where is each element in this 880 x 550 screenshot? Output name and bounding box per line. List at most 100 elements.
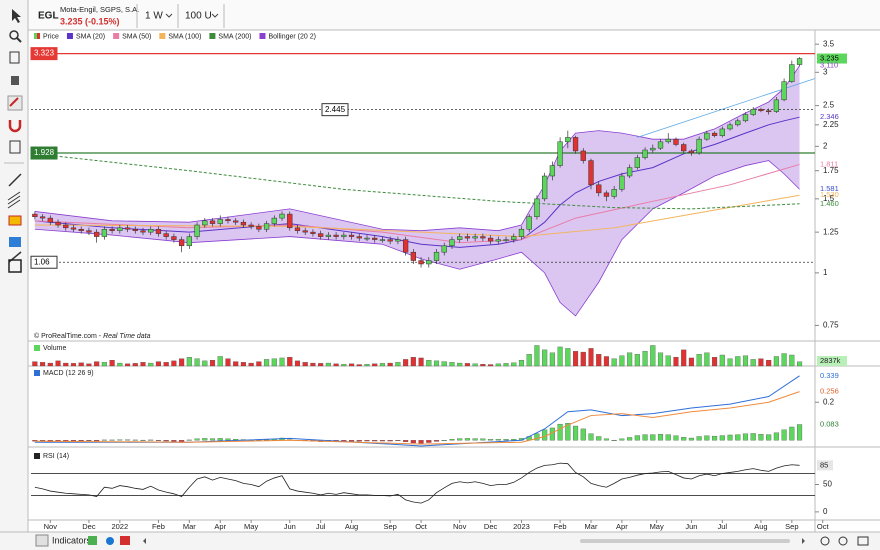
scroll-left[interactable] [143, 538, 146, 544]
macd-histogram-bar [194, 438, 200, 441]
fit-button[interactable] [857, 536, 869, 546]
zoom-handle[interactable] [16, 37, 22, 43]
y-tick-label: 2.25 [823, 120, 839, 129]
notes-tool[interactable] [9, 140, 21, 154]
volume-bar [47, 362, 53, 367]
end-value-label: 85 [820, 460, 828, 469]
candle-body [372, 237, 378, 240]
delete-tool[interactable] [11, 76, 19, 85]
candle-body [673, 138, 679, 145]
level-label-box [321, 103, 349, 117]
zoom-out[interactable] [820, 536, 830, 546]
units-dropdown[interactable]: 100 U [185, 11, 219, 22]
volume-bar [565, 348, 571, 367]
zoom-icon[interactable] [9, 30, 19, 40]
bollinger-band [34, 65, 800, 316]
y-tick-label: 2 [823, 141, 828, 150]
magnet-icon[interactable] [8, 120, 22, 133]
trendline-tool[interactable] [8, 173, 22, 187]
x-tick-label: Sep [383, 522, 396, 531]
legend-entry: Bollinger (20 2) [268, 33, 315, 40]
end-value-label: 3.235 [820, 54, 839, 63]
copy-tool[interactable] [9, 51, 20, 64]
candle-body [766, 110, 772, 113]
indicators-icon[interactable] [35, 534, 49, 547]
volume-bar [271, 358, 277, 367]
volume-bar [349, 363, 355, 367]
candle-body [155, 228, 162, 234]
tool-icon[interactable] [120, 536, 130, 545]
candle-body [596, 184, 602, 194]
x-tick-label: Nov [44, 522, 58, 531]
y-tick-label: 2.5 [823, 101, 835, 110]
level-label-box [30, 47, 58, 61]
pane-title-swatch [34, 370, 40, 376]
share-icon[interactable] [106, 537, 114, 545]
shape-tool[interactable] [9, 237, 21, 247]
volume-bar [681, 349, 687, 367]
macd-histogram-bar [634, 435, 640, 441]
legend-swatch [66, 33, 73, 39]
level-label: 1.06 [34, 257, 50, 266]
macd-histogram-bar [387, 440, 393, 442]
candle-body [318, 233, 324, 237]
macd-histogram-bar [642, 434, 648, 441]
volume-bar [766, 359, 772, 367]
level-label: 1.928 [34, 148, 55, 157]
period-dropdown[interactable]: 1 W [145, 11, 173, 22]
macd-histogram-bar [797, 424, 803, 441]
units[interactable]: 100 U [185, 11, 212, 22]
indicators-button[interactable]: Indicators [52, 535, 92, 545]
macd-histogram-bar [179, 440, 185, 442]
macd-histogram-bar [696, 436, 702, 441]
volume-bar [657, 352, 664, 367]
period[interactable]: 1 W [145, 11, 163, 22]
macd-histogram-bar [441, 440, 447, 441]
macd-histogram-bar [356, 440, 362, 442]
volume-bar [287, 357, 293, 367]
volume-bar [109, 359, 115, 367]
macd-histogram-bar [418, 440, 424, 444]
volume-bar [549, 352, 555, 367]
macd-histogram-bar [372, 440, 378, 442]
channel-tool[interactable] [7, 191, 21, 209]
candle-body [735, 120, 741, 126]
volume-bar [302, 362, 308, 367]
cursor-tool[interactable] [12, 9, 21, 23]
text-tool[interactable] [8, 259, 22, 273]
legend-swatch [37, 33, 40, 39]
volume-bar [789, 354, 795, 367]
macd-histogram-bar [403, 440, 409, 442]
tool-icon[interactable] [88, 536, 97, 545]
legend-swatch [113, 33, 120, 39]
zoom-tool[interactable] [9, 30, 22, 43]
candle-body [580, 150, 586, 161]
macd-histogram-bar [171, 440, 177, 442]
macd-histogram-bar [781, 429, 787, 441]
volume-bar [758, 358, 764, 367]
macd-histogram-bar [603, 438, 609, 441]
magnet-tool[interactable] [7, 95, 23, 111]
scroll-right[interactable] [802, 538, 805, 544]
volume-bar [495, 363, 501, 367]
volume-bar [148, 362, 154, 367]
x-tick-label: 2022 [111, 522, 128, 531]
volume-bar [735, 356, 741, 367]
pane-title: MACD (12 26 9) [43, 370, 94, 377]
macd-histogram-bar [148, 439, 154, 441]
candle-body [302, 230, 308, 233]
macd-histogram-bar [495, 439, 501, 441]
volume-bar [611, 358, 617, 367]
candle-body [248, 224, 254, 227]
x-tick-label: May [650, 522, 664, 531]
zoom-in[interactable] [838, 536, 848, 546]
macd-histogram-bar [511, 439, 517, 441]
candle-body [588, 160, 594, 186]
fibonacci-tool[interactable] [8, 215, 22, 226]
scrollbar[interactable] [580, 539, 790, 543]
candle-body [101, 228, 108, 237]
candle-body [727, 124, 733, 130]
candle-body [634, 157, 640, 168]
candle-body [487, 237, 494, 242]
volume-bar [449, 362, 455, 367]
